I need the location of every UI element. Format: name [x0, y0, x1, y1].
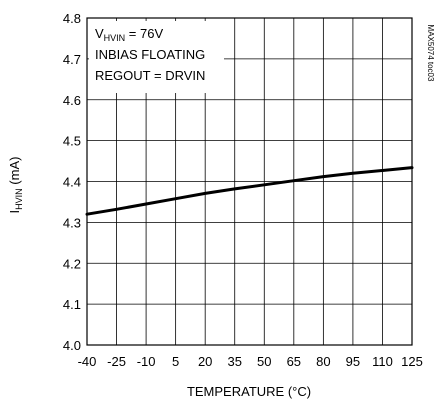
y-tick-label: 4.5 — [63, 134, 81, 149]
y-tick-label: 4.3 — [63, 215, 81, 230]
y-tick-label: 4.7 — [63, 52, 81, 67]
x-tick-labels: -40 -25 -10 5 20 35 50 65 80 95 110 125 — [78, 354, 423, 369]
y-axis-label: IHVIN (mA) — [7, 157, 24, 214]
x-axis-label: TEMPERATURE (°C) — [187, 384, 311, 399]
series-line — [85, 166, 414, 216]
x-tick-label: -25 — [107, 354, 126, 369]
annotation-v-sub: HVIN — [104, 33, 126, 43]
x-tick-label: 110 — [372, 354, 393, 369]
x-tick-label: 80 — [316, 354, 330, 369]
x-tick-label: 65 — [287, 354, 301, 369]
y-tick-label: 4.2 — [63, 256, 81, 271]
annotation-v-rest: = 76V — [125, 26, 163, 41]
y-tick-label: 4.1 — [63, 297, 81, 312]
annotation-line-1: VHVIN = 76V — [95, 26, 163, 43]
y-tick-labels: 4.0 4.1 4.2 4.3 4.4 4.5 4.6 4.7 4.8 — [63, 11, 81, 353]
plot-frame — [86, 17, 413, 346]
x-tick-label: 50 — [257, 354, 271, 369]
y-tick-label: 4.6 — [63, 93, 81, 108]
x-tick-label: 5 — [172, 354, 179, 369]
y-axis-label-rest: (mA) — [7, 157, 22, 189]
y-tick-label: 4.4 — [63, 175, 81, 190]
figure-id-background — [421, 16, 433, 90]
x-tick-label: -10 — [137, 354, 156, 369]
annotation-background — [89, 21, 224, 93]
annotation-v-main: V — [95, 26, 104, 41]
x-tick-label: 95 — [346, 354, 360, 369]
x-tick-label: 125 — [401, 354, 423, 369]
grid — [87, 18, 412, 345]
annotation-line-2: INBIAS FLOATING — [95, 47, 205, 62]
y-tick-label: 4.0 — [63, 338, 81, 353]
x-tick-label: 35 — [227, 354, 241, 369]
y-axis-label-sub: HVIN — [14, 188, 24, 210]
figure-id: MAX5074 toc03 — [426, 25, 435, 82]
annotation-line-3: REGOUT = DRVIN — [95, 68, 205, 83]
series-layer — [85, 166, 414, 216]
x-tick-label: -40 — [78, 354, 97, 369]
y-axis-label-main: I — [7, 210, 22, 214]
y-tick-label: 4.8 — [63, 11, 81, 26]
x-tick-label: 20 — [198, 354, 212, 369]
